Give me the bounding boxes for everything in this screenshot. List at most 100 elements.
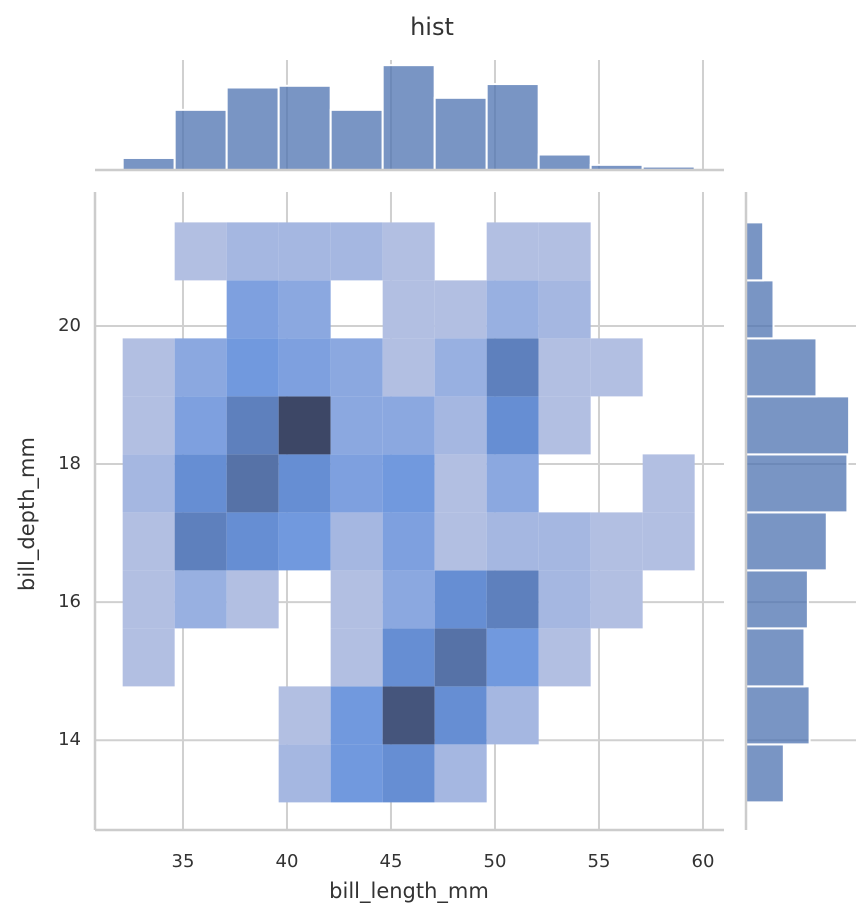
heat-cell <box>486 396 539 455</box>
heat-cell <box>643 338 695 396</box>
heat-cell <box>382 396 435 455</box>
heat-cell <box>122 628 175 687</box>
heat-cell <box>643 744 695 802</box>
heat-cell <box>278 280 331 339</box>
marginal-bar <box>745 569 809 630</box>
heat-cell <box>538 512 591 571</box>
heat-cell <box>538 570 591 629</box>
marginal-bar <box>433 96 488 171</box>
heat-cell <box>382 512 435 571</box>
heat-cell <box>538 222 591 281</box>
heat-cell <box>226 454 279 513</box>
heat-cell <box>278 686 331 745</box>
marginal-bar <box>745 279 775 340</box>
y-axis-label: bill_depth_mm <box>15 437 40 591</box>
y-tick-label: 20 <box>58 315 81 336</box>
heat-cell <box>434 396 487 455</box>
heat-cell <box>382 280 435 339</box>
heat-cell <box>538 628 591 687</box>
marginal-bar <box>537 153 592 171</box>
heat-cell <box>642 454 695 513</box>
heat-cell <box>123 686 175 744</box>
heat-cell <box>330 570 383 629</box>
heat-cell <box>434 570 487 629</box>
heat-cell <box>590 338 643 397</box>
heat-cell <box>278 512 331 571</box>
heat-cell <box>330 512 383 571</box>
marginal-bar <box>277 84 332 171</box>
x-tick-label: 50 <box>484 851 507 872</box>
heat-cell <box>382 338 435 397</box>
marginal-bar <box>121 156 176 171</box>
x-tick-label: 55 <box>588 851 611 872</box>
heat-cell <box>382 222 435 281</box>
heat-cell <box>330 396 383 455</box>
heat-cell <box>330 744 383 803</box>
heat-cell <box>434 338 487 397</box>
heat-cell <box>122 396 175 455</box>
heat-cell <box>226 222 279 281</box>
marginal-bar <box>745 511 828 572</box>
y-tick-label: 18 <box>58 453 81 474</box>
marginal-bar <box>745 627 806 688</box>
heat-cell <box>486 280 539 339</box>
heat-cell <box>434 280 487 339</box>
heat-cell <box>331 280 383 338</box>
heat-cell <box>434 686 487 745</box>
y-tick-label: 16 <box>58 591 81 612</box>
heat-cell <box>174 512 227 571</box>
heat-cell <box>539 744 591 802</box>
heat-cell <box>643 222 695 280</box>
heat-cell <box>330 338 383 397</box>
heat-cell <box>122 512 175 571</box>
heat-cell <box>278 338 331 397</box>
heat-cell <box>278 744 331 803</box>
heat-cell <box>227 628 279 686</box>
marginal-bar <box>381 64 436 171</box>
heat-cell <box>226 570 279 629</box>
heat-cell <box>174 396 227 455</box>
heat-cell <box>486 686 539 745</box>
heat-cell <box>643 570 695 628</box>
x-axis-label: bill_length_mm <box>329 879 489 904</box>
heat-cell <box>486 338 539 397</box>
heat-cell <box>382 454 435 513</box>
heat-cell <box>486 628 539 687</box>
heat-cell <box>122 454 175 513</box>
heat-cell <box>486 570 539 629</box>
heat-cell <box>330 454 383 513</box>
heat-cell <box>538 280 591 339</box>
heat-cell <box>278 396 331 455</box>
heat-cell <box>174 570 227 629</box>
marginal-bar <box>745 453 849 514</box>
marginal-bar <box>745 337 818 398</box>
marginal-bar <box>745 221 765 282</box>
heat-cell <box>434 512 487 571</box>
marginal-bar <box>329 108 384 171</box>
marginal-bar <box>225 86 280 171</box>
heat-cell <box>434 454 487 513</box>
heat-cell <box>226 396 279 455</box>
heat-cell <box>227 686 279 744</box>
heat-cell <box>330 628 383 687</box>
heat-cell <box>590 570 643 629</box>
x-tick-label: 40 <box>276 851 299 872</box>
heat-cell <box>123 280 175 338</box>
chart-title: hist <box>410 13 454 41</box>
marginal-bar <box>173 108 228 171</box>
heat-cell <box>226 280 279 339</box>
heat-cell <box>643 280 695 338</box>
heat-cell <box>122 338 175 397</box>
heat-cell <box>122 570 175 629</box>
heat-cell <box>227 744 279 802</box>
heat-cell <box>382 744 435 803</box>
heat-cell <box>434 744 487 803</box>
heat-cell <box>382 570 435 629</box>
heat-cell <box>226 512 279 571</box>
heat-cell <box>123 222 175 280</box>
heat-cell <box>174 338 227 397</box>
heat-cell <box>123 744 175 802</box>
heat-cell <box>590 512 643 571</box>
heat-cell <box>226 338 279 397</box>
heat-cell <box>538 338 591 397</box>
